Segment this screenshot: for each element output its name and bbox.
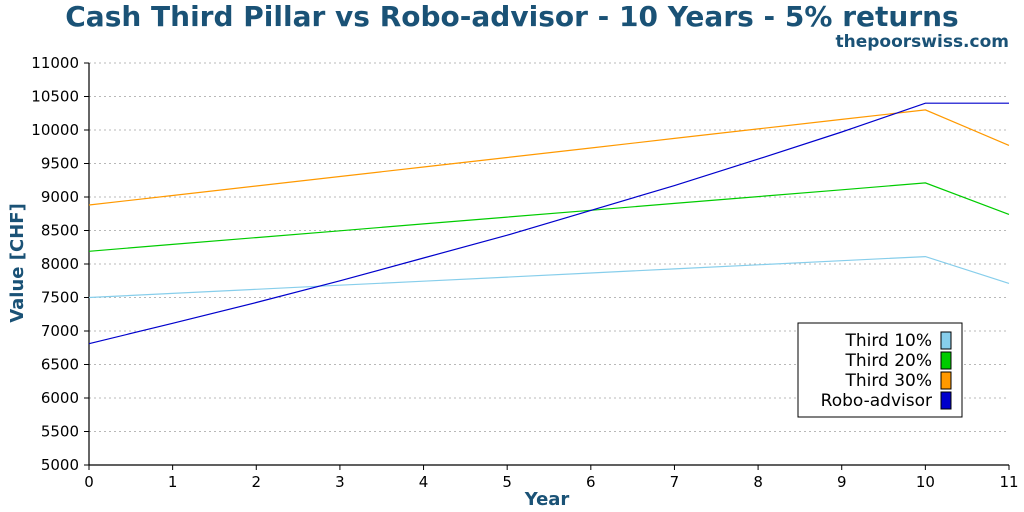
y-tick-label: 6000 xyxy=(41,389,79,407)
y-tick-label: 7000 xyxy=(41,322,79,340)
y-tick-label: 10000 xyxy=(31,121,79,139)
legend-swatch xyxy=(940,351,952,370)
legend-swatch xyxy=(940,331,952,350)
legend: Third 10%Third 20%Third 30%Robo-advisor xyxy=(797,322,963,418)
x-tick-label: 11 xyxy=(999,473,1018,491)
series-line xyxy=(88,109,1010,206)
x-tick-label: 3 xyxy=(335,473,345,491)
legend-label: Third 10% xyxy=(844,331,932,351)
x-tick-label: 5 xyxy=(502,473,512,491)
y-tick-label: 8500 xyxy=(41,222,79,240)
x-tick-label: 8 xyxy=(753,473,763,491)
legend-label: Third 20% xyxy=(844,351,932,371)
series-line xyxy=(88,182,1010,252)
x-axis-label: Year xyxy=(524,489,570,510)
y-tick-label: 8000 xyxy=(41,255,79,273)
legend-swatch xyxy=(940,371,952,390)
x-tick-label: 9 xyxy=(837,473,847,491)
y-tick-label: 6500 xyxy=(41,356,79,374)
x-tick-label: 0 xyxy=(84,473,94,491)
y-axis-label: Value [CHF] xyxy=(7,203,28,323)
legend-label: Robo-advisor xyxy=(821,391,932,411)
legend-label: Third 30% xyxy=(844,371,932,391)
y-tick-label: 9000 xyxy=(41,188,79,206)
site-label: thepoorswiss.com xyxy=(836,32,1010,52)
y-tick-label: 9500 xyxy=(41,155,79,173)
y-tick-label: 5000 xyxy=(41,456,79,474)
y-tick-label: 5500 xyxy=(41,423,79,441)
legend-box xyxy=(797,322,963,418)
x-tick-label: 4 xyxy=(419,473,429,491)
x-tick-label: 1 xyxy=(168,473,178,491)
y-tick-label: 10500 xyxy=(31,88,79,106)
x-tick-label: 10 xyxy=(916,473,935,491)
y-tick-label: 7500 xyxy=(41,289,79,307)
y-tick-label: 11000 xyxy=(31,54,79,72)
x-tick-labels: 0 1 2 3 4 5 6 7 8 9 10 11 xyxy=(84,465,1019,491)
y-tick-labels: 5000 5500 6000 6500 7000 7500 8000 8500 9000 9500… xyxy=(31,54,89,474)
series-line xyxy=(88,102,1009,345)
series-line xyxy=(88,255,1010,299)
chart-title: Cash Third Pillar vs Robo-advisor - 10 Y… xyxy=(65,0,958,33)
legend-swatch xyxy=(940,391,952,410)
x-tick-label: 7 xyxy=(670,473,680,491)
x-tick-label: 2 xyxy=(251,473,261,491)
x-tick-label: 6 xyxy=(586,473,596,491)
series-lines xyxy=(88,102,1010,345)
